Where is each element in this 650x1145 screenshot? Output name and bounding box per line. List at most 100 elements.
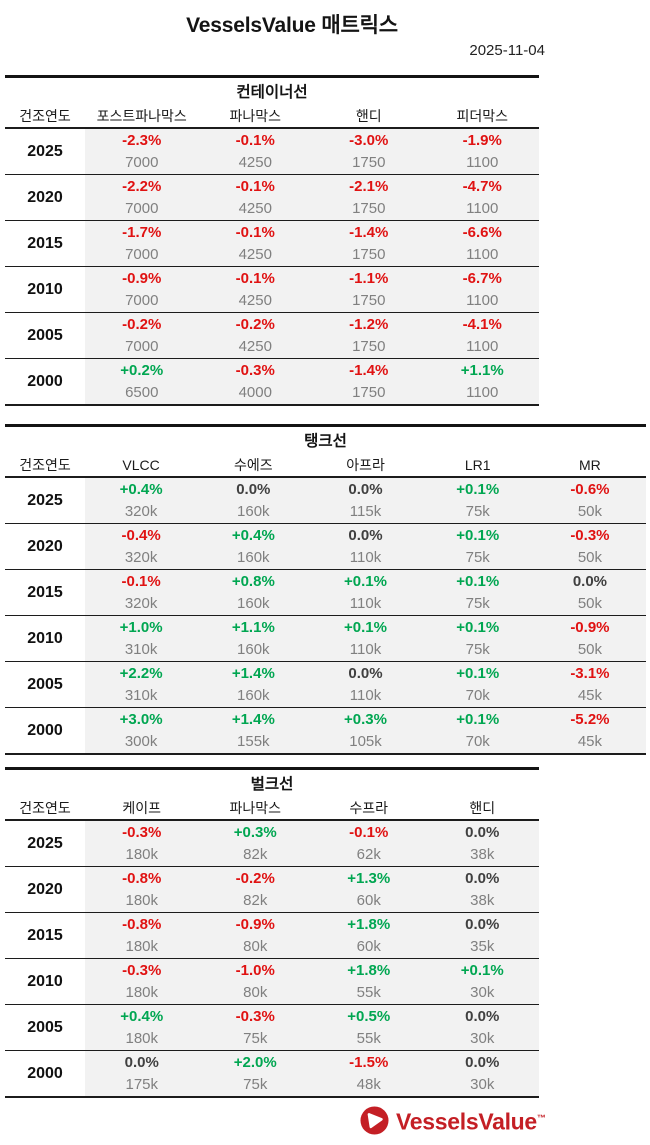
data-cell: +2.0% 75k	[198, 1051, 312, 1096]
year-cell: 2020	[5, 867, 85, 912]
pct-change: +1.3%	[347, 870, 391, 887]
pct-change: 0.0%	[572, 573, 608, 590]
data-cell: -1.2% 1750	[312, 313, 426, 358]
pct-change: +0.5%	[347, 1008, 391, 1025]
pct-change: -1.0%	[235, 962, 275, 979]
data-cell: 0.0% 115k	[309, 478, 422, 523]
asset-value: 110k	[349, 549, 382, 566]
asset-value: 115k	[349, 503, 382, 520]
pct-change: +2.2%	[119, 665, 163, 682]
column-header: LR1	[464, 457, 491, 473]
asset-value: 7000	[125, 154, 159, 171]
data-cell: +0.1% 75k	[421, 570, 534, 615]
asset-value: 7000	[125, 292, 159, 309]
asset-value: 180k	[125, 846, 159, 863]
pct-change: +0.1%	[456, 665, 500, 682]
pct-change: -0.3%	[122, 824, 162, 841]
pct-change: -0.1%	[235, 270, 275, 287]
asset-value: 50k	[577, 641, 602, 658]
data-cell: +0.8% 160k	[197, 570, 310, 615]
pct-change: -6.7%	[462, 270, 502, 287]
year-cell: 2025	[5, 129, 85, 174]
asset-value: 70k	[465, 687, 490, 704]
pct-change: -0.3%	[122, 962, 162, 979]
year-cell: 2010	[5, 959, 85, 1004]
asset-value: 310k	[124, 687, 158, 704]
asset-value: 30k	[470, 1030, 495, 1047]
year-cell: 2005	[5, 313, 85, 358]
table-header-row: 건조연도 포스트파나막스 파나막스 핸디 피더막스	[5, 105, 539, 129]
table-row: 2005 +0.4% 180k -0.3% 75k +0.5% 55k 0.0% 30k	[5, 1005, 539, 1051]
pct-change: 0.0%	[348, 527, 383, 544]
data-cell: 0.0% 160k	[197, 478, 310, 523]
data-cell: 0.0% 110k	[309, 524, 422, 569]
pct-change: 0.0%	[465, 1054, 500, 1071]
data-cell: -4.1% 1100	[425, 313, 539, 358]
data-cell: -1.9% 1100	[425, 129, 539, 174]
brand-text: VesselsValue	[396, 1108, 537, 1135]
column-header: 핸디	[469, 800, 496, 816]
asset-value: 4250	[238, 338, 272, 355]
pct-change: -0.9%	[235, 916, 275, 933]
asset-value: 1750	[352, 292, 386, 309]
data-cell: -0.1% 4250	[198, 221, 312, 266]
data-cell: 0.0% 30k	[425, 1051, 539, 1096]
pct-change: -0.3%	[570, 527, 610, 544]
table-row: 2020 -0.4% 320k +0.4% 160k 0.0% 110k +0.1% 75k -0…	[5, 524, 647, 570]
asset-value: 320k	[124, 503, 158, 520]
asset-value: 160k	[237, 687, 270, 704]
table-row: 2025 -2.3% 7000 -0.1% 4250 -3.0% 1750 -1.9% 1100	[5, 129, 539, 175]
asset-value: 50k	[577, 503, 602, 520]
pct-change: -0.2%	[235, 870, 275, 887]
data-cell: -0.1% 4250	[198, 129, 312, 174]
pct-change: -4.7%	[462, 178, 502, 195]
trademark-symbol: ™	[536, 1112, 546, 1123]
data-cell: +1.4% 155k	[197, 708, 310, 753]
asset-value: 45k	[577, 687, 602, 704]
year-cell: 2010	[5, 267, 85, 312]
data-cell: 0.0% 50k	[533, 570, 647, 615]
asset-value: 110k	[349, 687, 382, 704]
asset-value: 82k	[243, 846, 268, 863]
pct-change: 0.0%	[348, 481, 383, 498]
asset-value: 7000	[125, 200, 159, 217]
table-row: 2020 -0.8% 180k -0.2% 82k +1.3% 60k 0.0% 38k	[5, 867, 539, 913]
data-cell: +0.1% 70k	[421, 662, 534, 707]
asset-value: 180k	[125, 892, 159, 909]
asset-value: 75k	[465, 549, 490, 566]
data-cell: +1.1% 1100	[425, 359, 539, 404]
pct-change: -0.9%	[570, 619, 610, 636]
asset-value: 1750	[352, 246, 386, 263]
pct-change: -0.8%	[122, 916, 162, 933]
data-cell: +1.8% 55k	[312, 959, 426, 1004]
pct-change: -0.1%	[349, 824, 389, 841]
matrix-tables-container: 컨테이너선 건조연도 포스트파나막스 파나막스 핸디 피더막스 2025 -2.3% 7000-…	[0, 75, 650, 1098]
asset-value: 1100	[466, 246, 499, 263]
asset-value: 50k	[577, 595, 602, 612]
pct-change: -0.2%	[122, 316, 162, 333]
table-header-row: 건조연도 케이프 파나막스 수프라 핸디	[5, 797, 539, 821]
asset-value: 7000	[125, 338, 159, 355]
pct-change: -1.7%	[122, 224, 162, 241]
pct-change: +0.3%	[344, 711, 387, 728]
asset-value: 80k	[243, 938, 268, 955]
asset-value: 75k	[243, 1030, 268, 1047]
asset-value: 180k	[125, 938, 159, 955]
data-cell: -0.1% 4250	[198, 267, 312, 312]
data-cell: -1.5% 48k	[312, 1051, 426, 1096]
asset-value: 155k	[237, 733, 270, 750]
year-cell: 2020	[5, 175, 85, 220]
pct-change: +0.1%	[456, 481, 500, 498]
pct-change: +0.2%	[120, 362, 164, 379]
asset-value: 1100	[466, 154, 499, 171]
pct-change: +0.1%	[344, 573, 387, 590]
table-row: 2015 -0.1% 320k +0.8% 160k +0.1% 110k +0.1% 75k 0…	[5, 570, 647, 616]
data-cell: -0.3% 180k	[85, 821, 199, 866]
data-cell: 0.0% 110k	[309, 662, 422, 707]
data-cell: -0.8% 180k	[85, 867, 199, 912]
asset-value: 1750	[352, 154, 386, 171]
column-header: 파나막스	[229, 108, 282, 124]
asset-value: 70k	[465, 733, 490, 750]
pct-change: +0.1%	[456, 573, 500, 590]
pct-change: 0.0%	[348, 665, 383, 682]
